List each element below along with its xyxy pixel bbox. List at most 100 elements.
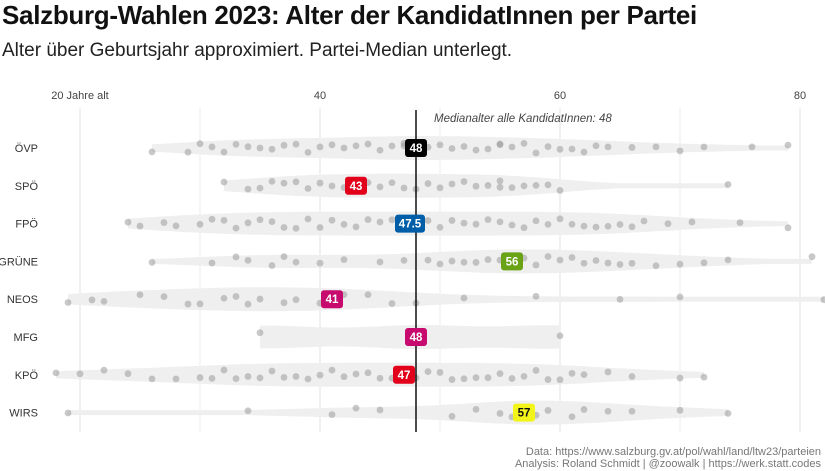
candidate-point bbox=[208, 143, 216, 151]
candidate-point bbox=[100, 297, 108, 305]
candidate-point bbox=[508, 221, 516, 229]
median-badge-value: 48 bbox=[410, 332, 423, 344]
candidate-point bbox=[748, 143, 756, 151]
candidate-point bbox=[256, 216, 264, 224]
candidate-point bbox=[460, 258, 468, 266]
candidate-point bbox=[220, 178, 228, 186]
candidate-point bbox=[256, 184, 264, 192]
candidate-point bbox=[616, 221, 624, 228]
candidate-point bbox=[424, 256, 432, 264]
candidate-point bbox=[448, 376, 456, 383]
candidate-point bbox=[172, 222, 180, 230]
candidate-point bbox=[460, 219, 468, 227]
candidate-point bbox=[628, 144, 636, 151]
candidate-point bbox=[724, 410, 732, 417]
candidate-point bbox=[568, 145, 576, 153]
candidate-point bbox=[448, 145, 456, 152]
candidate-point bbox=[268, 367, 276, 375]
candidate-point bbox=[496, 177, 504, 185]
candidate-point bbox=[328, 216, 336, 224]
candidate-point bbox=[700, 373, 708, 381]
candidate-point bbox=[316, 179, 324, 187]
candidate-point bbox=[256, 374, 264, 382]
candidate-point bbox=[316, 224, 324, 231]
median-badge-value: 48 bbox=[410, 143, 423, 155]
candidate-point bbox=[568, 220, 576, 228]
candidate-point bbox=[628, 373, 636, 380]
candidate-point bbox=[544, 253, 552, 260]
candidate-point bbox=[100, 366, 108, 374]
candidate-point bbox=[508, 375, 516, 382]
candidate-point bbox=[568, 369, 576, 377]
candidate-point bbox=[532, 217, 540, 225]
candidate-point bbox=[808, 253, 816, 261]
candidate-point bbox=[352, 223, 360, 231]
x-tick-label: 60 bbox=[554, 90, 566, 102]
candidate-point bbox=[460, 375, 468, 383]
candidate-point bbox=[508, 184, 516, 192]
candidate-point bbox=[244, 256, 252, 264]
candidate-point bbox=[604, 368, 612, 376]
candidate-point bbox=[124, 370, 132, 378]
candidate-point bbox=[616, 261, 624, 268]
candidate-point bbox=[376, 406, 384, 414]
candidate-point bbox=[268, 218, 276, 226]
candidate-point bbox=[460, 178, 468, 185]
violin-fpö bbox=[128, 211, 788, 236]
candidate-point bbox=[256, 144, 264, 152]
candidate-point bbox=[148, 148, 156, 156]
candidate-point bbox=[436, 260, 444, 268]
candidate-point bbox=[292, 224, 300, 232]
candidate-point bbox=[532, 367, 540, 374]
candidate-point bbox=[544, 220, 552, 228]
candidate-point bbox=[820, 296, 825, 304]
x-tick-label: 40 bbox=[314, 90, 326, 102]
median-badge-value: 47.5 bbox=[399, 219, 422, 231]
party-label: KPÖ bbox=[15, 370, 39, 382]
x-tick-label: 20 Jahre alt bbox=[51, 90, 108, 102]
candidate-point bbox=[340, 256, 348, 264]
candidate-point bbox=[532, 149, 540, 157]
overall-median-label: Medianalter alle KandidatInnen: 48 bbox=[434, 113, 612, 125]
candidate-point bbox=[688, 218, 696, 226]
candidate-point bbox=[400, 256, 408, 264]
candidate-point bbox=[580, 259, 588, 267]
candidate-point bbox=[340, 373, 348, 381]
candidate-point bbox=[436, 141, 444, 149]
median-badge-value: 41 bbox=[326, 294, 339, 306]
candidate-point bbox=[208, 215, 216, 223]
candidate-point bbox=[292, 258, 300, 266]
candidate-point bbox=[424, 368, 432, 376]
candidate-point bbox=[388, 142, 396, 150]
candidate-point bbox=[244, 373, 252, 380]
candidate-point bbox=[676, 374, 684, 382]
party-label: NEOS bbox=[7, 294, 38, 306]
candidate-point bbox=[568, 413, 576, 421]
candidate-point bbox=[472, 405, 480, 413]
candidate-point bbox=[316, 371, 324, 379]
median-badge-value: 43 bbox=[350, 181, 363, 193]
candidate-point bbox=[316, 143, 324, 151]
candidate-point bbox=[604, 143, 612, 151]
candidate-point bbox=[196, 140, 204, 148]
candidate-point bbox=[424, 217, 432, 224]
candidate-point bbox=[172, 375, 180, 383]
candidate-point bbox=[244, 300, 252, 308]
median-badge-övp bbox=[405, 139, 427, 157]
candidate-point bbox=[556, 332, 564, 340]
candidate-point bbox=[556, 187, 564, 194]
median-badge-value: 57 bbox=[518, 408, 531, 420]
candidate-point bbox=[352, 404, 360, 412]
candidate-point bbox=[496, 410, 504, 417]
candidate-point bbox=[376, 146, 384, 154]
candidate-point bbox=[328, 366, 336, 374]
candidate-point bbox=[724, 181, 732, 188]
candidate-point bbox=[676, 406, 684, 414]
candidate-point bbox=[676, 293, 684, 301]
candidate-point bbox=[532, 261, 540, 269]
candidate-point bbox=[604, 259, 612, 267]
candidate-point bbox=[460, 294, 468, 302]
candidate-point bbox=[232, 224, 240, 232]
candidate-point bbox=[220, 148, 228, 156]
candidate-point bbox=[580, 148, 588, 156]
